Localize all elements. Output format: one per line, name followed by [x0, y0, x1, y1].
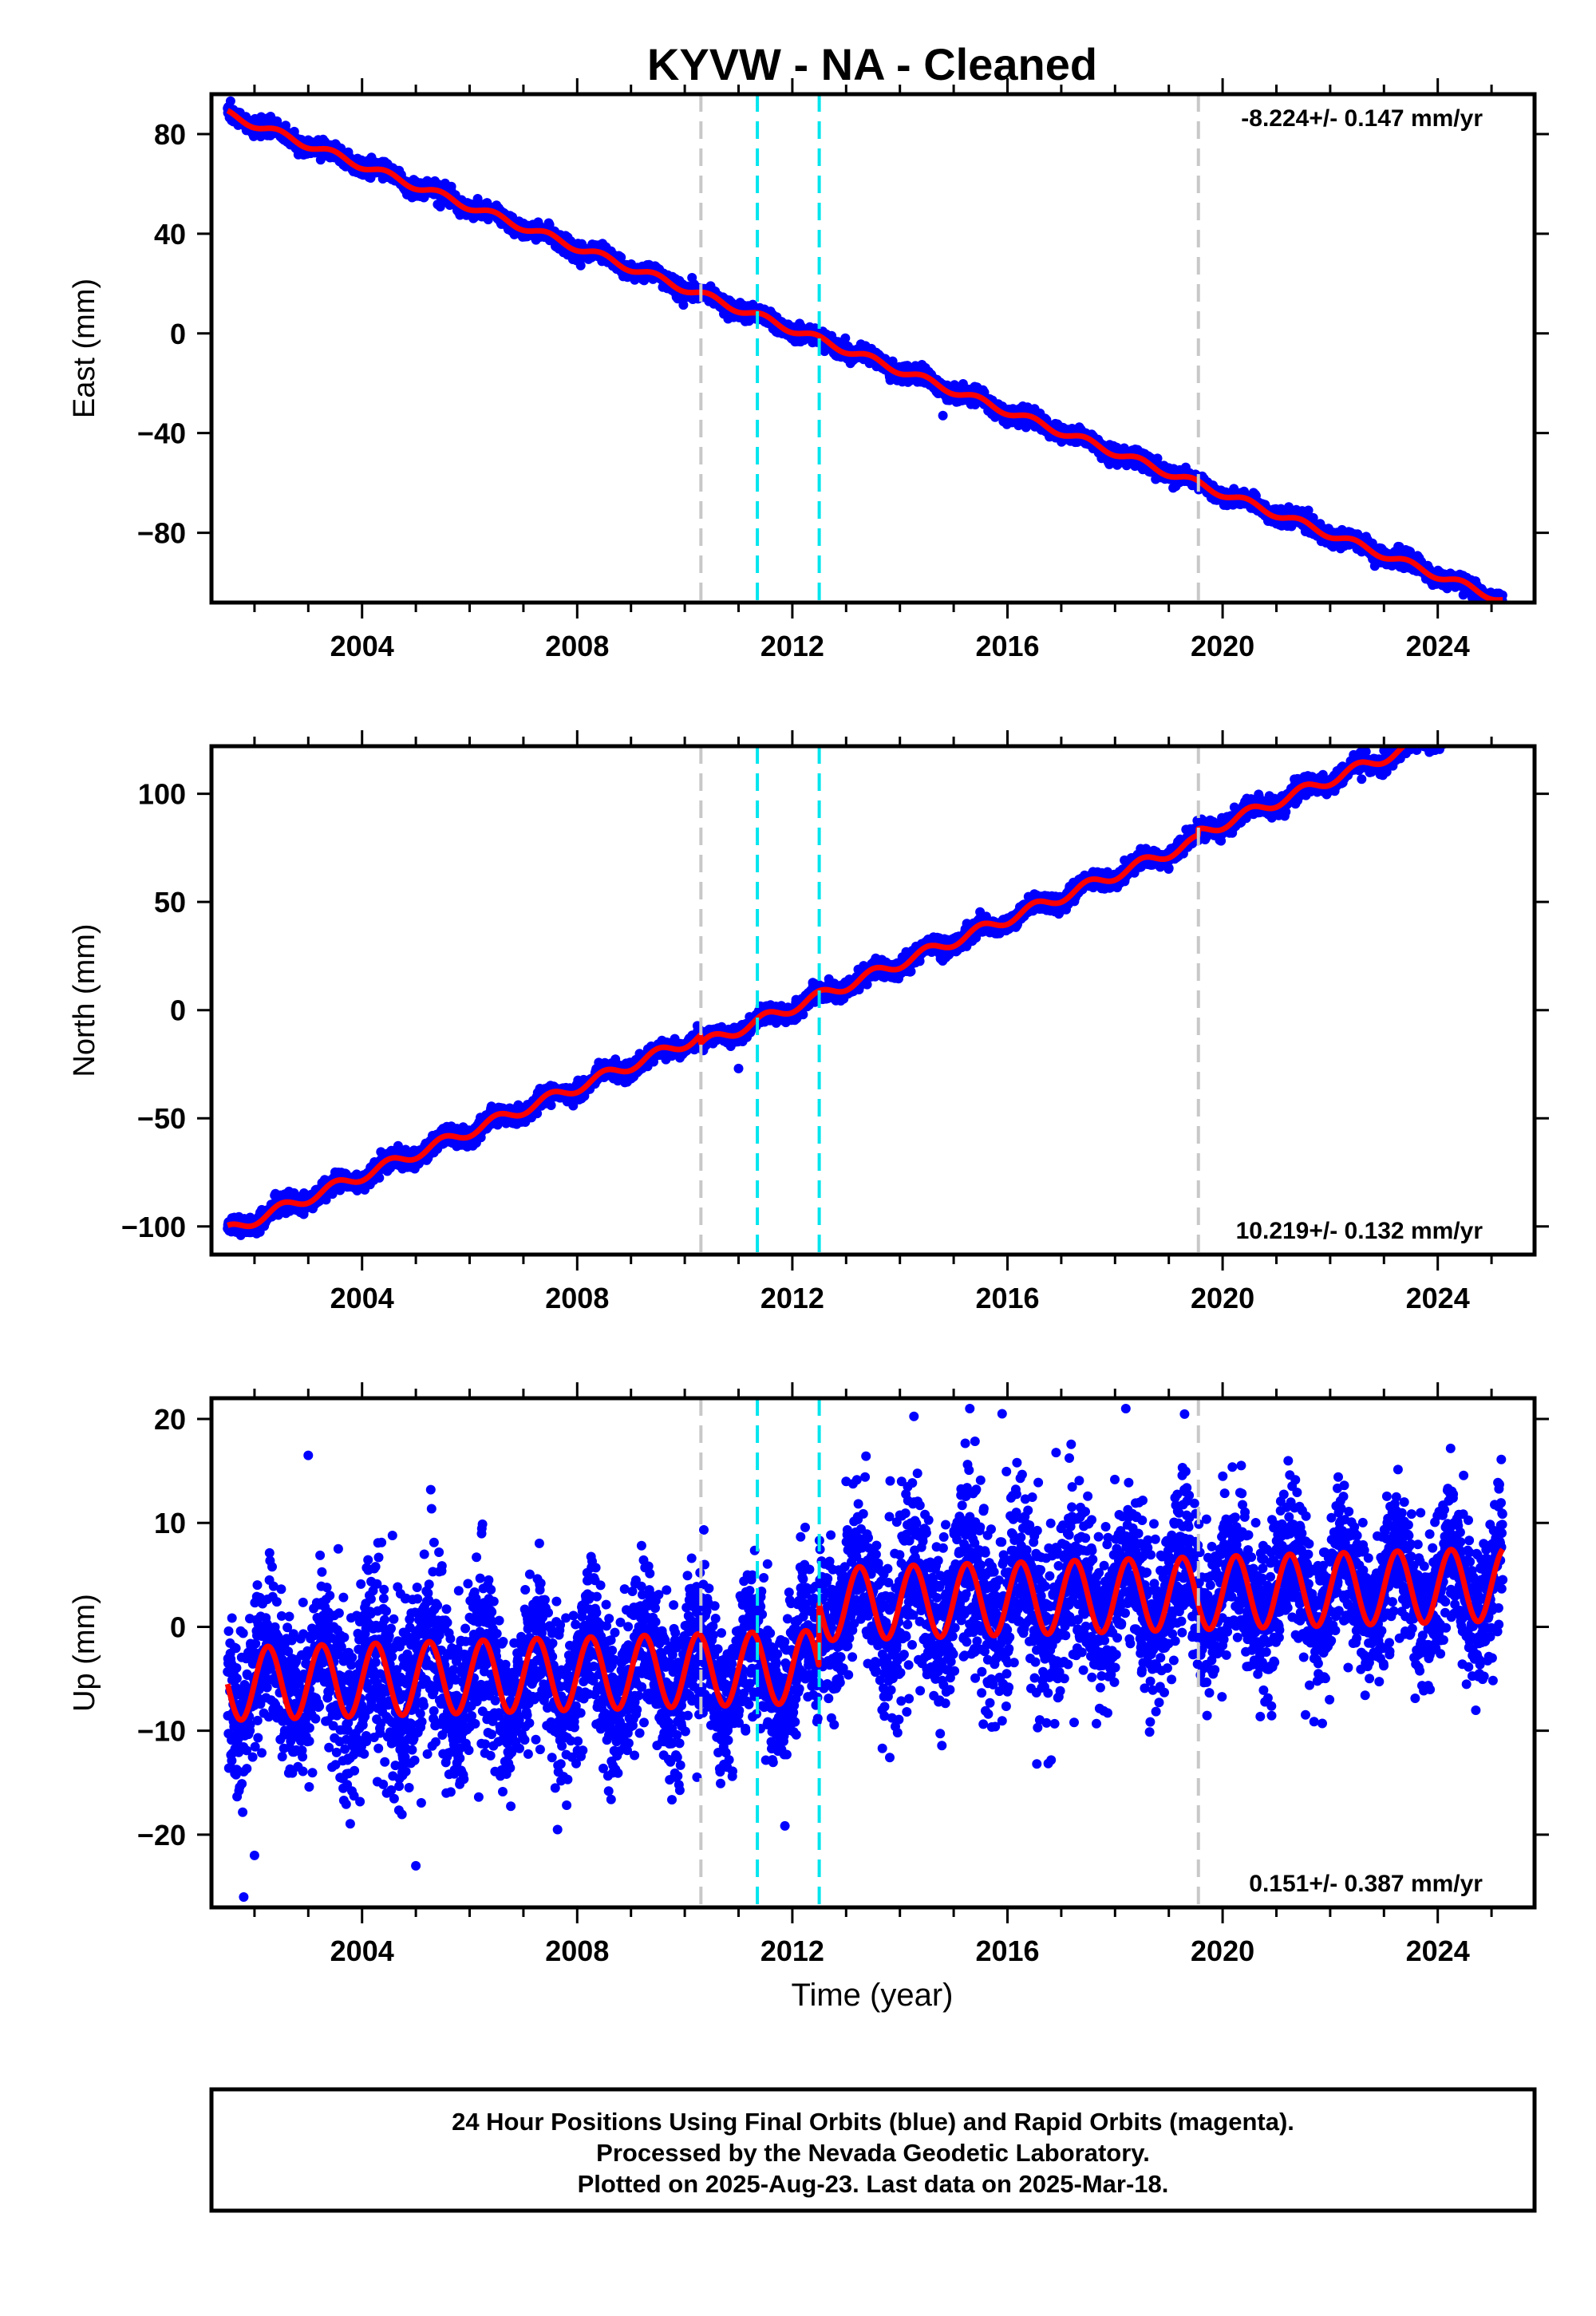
y-tick-label: −40 [137, 417, 186, 450]
y-tick-label: 40 [154, 218, 186, 251]
x-tick-label: 2020 [1191, 630, 1254, 662]
y-tick-label: 80 [154, 118, 186, 151]
outlier-point [938, 410, 948, 421]
rate-annotation: -8.224+/- 0.147 mm/yr [1241, 105, 1483, 132]
x-tick-label: 2016 [975, 630, 1039, 662]
data-point [446, 181, 456, 192]
data-point [1152, 453, 1163, 464]
x-tick-label: 2008 [545, 630, 609, 662]
y-tick-label: −80 [137, 517, 186, 550]
figure-title: KYVW - NA - Cleaned [647, 39, 1097, 89]
data-point [225, 96, 235, 106]
y-axis-label: East (mm) [68, 279, 101, 418]
y-tick-label: 0 [170, 318, 186, 350]
x-tick-label: 2004 [330, 630, 394, 662]
east-panel: 80 40 0 −40 −80 2004 2008 2012 2016 2020 2024 East … [68, 78, 1549, 662]
x-tick-label: 2012 [760, 630, 824, 662]
x-tick-label: 2024 [1406, 630, 1470, 662]
data-point [472, 194, 483, 204]
